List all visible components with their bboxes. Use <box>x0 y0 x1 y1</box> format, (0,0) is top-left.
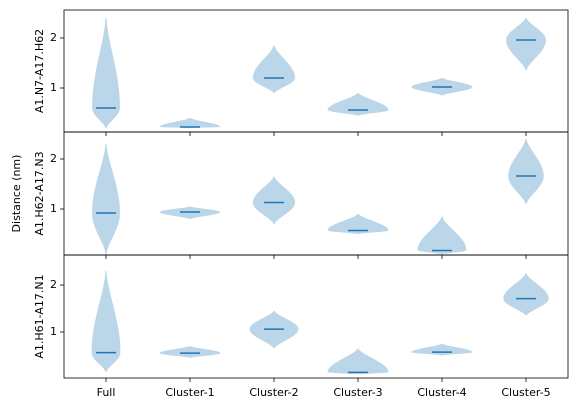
plot-frame <box>63 9 569 133</box>
y-axis-label: A1.H61-A17.N1 <box>33 274 46 358</box>
x-tick-label: Cluster-5 <box>501 386 550 399</box>
y-tick-label: 1 <box>50 202 57 215</box>
violin-body <box>506 18 546 71</box>
y-tick-label: 2 <box>50 278 57 291</box>
violin-body <box>252 45 296 93</box>
x-tick-label: Cluster-3 <box>333 386 382 399</box>
violin-body <box>159 346 221 358</box>
violin-body <box>327 214 389 234</box>
violin-body <box>417 216 467 254</box>
x-tick-label: Cluster-1 <box>165 386 214 399</box>
violin-body <box>508 139 544 204</box>
x-tick-label: Full <box>97 386 116 399</box>
violin-body <box>92 18 120 128</box>
violin-body <box>159 118 221 128</box>
y-axis-label: A1.H62-A17.N3 <box>33 151 46 235</box>
violin-body <box>503 273 549 316</box>
violin-body <box>327 93 389 116</box>
violin-body <box>252 176 296 224</box>
y-tick-label: 1 <box>50 81 57 94</box>
y-tick-label: 2 <box>50 31 57 44</box>
violin-body <box>411 343 473 356</box>
x-tick-label: Cluster-2 <box>249 386 298 399</box>
plot-frame <box>63 131 569 256</box>
y-axis-label: A1.N7-A17.H62 <box>33 29 46 113</box>
plot-frame <box>63 254 569 379</box>
violin-body <box>91 270 121 372</box>
x-tick-label: Cluster-4 <box>417 386 466 399</box>
y-tick-label: 2 <box>50 152 57 165</box>
shared-y-axis-label: Distance (nm) <box>10 155 23 233</box>
violin-body <box>92 144 120 254</box>
y-tick-label: 1 <box>50 325 57 338</box>
violin-body <box>327 348 389 375</box>
